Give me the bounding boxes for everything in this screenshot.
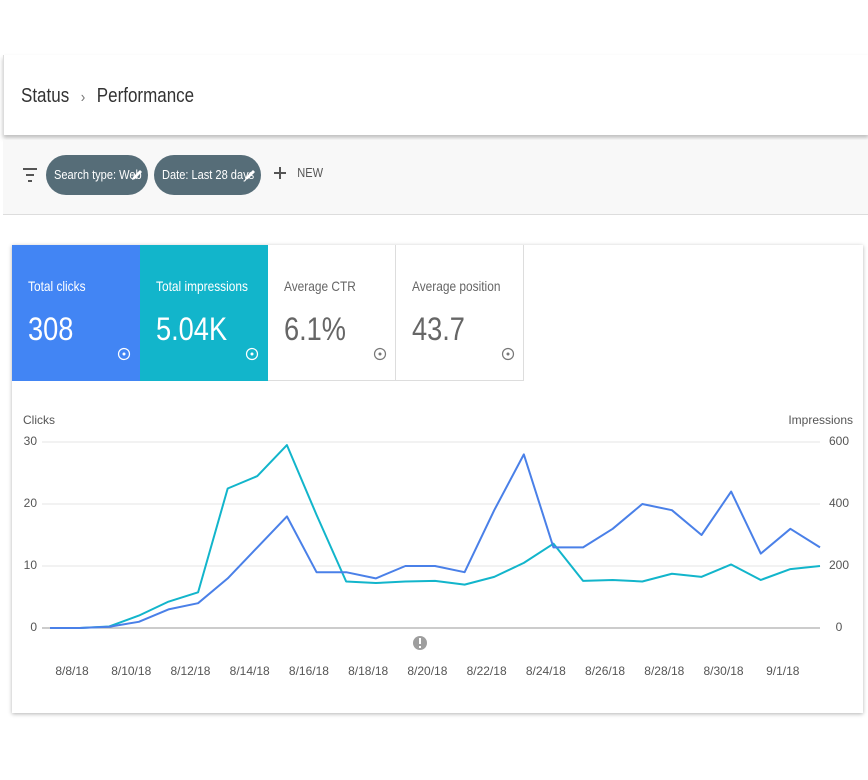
y2-axis-label: Impressions — [788, 413, 853, 427]
breadcrumb-link[interactable]: Status — [21, 85, 70, 107]
filter-chip[interactable]: Date: Last 28 days — [154, 155, 261, 195]
metric-tile[interactable]: Total clicks 308 — [12, 245, 140, 381]
filter-chip[interactable]: Search type: Web — [46, 155, 148, 195]
x-tick-label: 8/16/18 — [289, 664, 329, 678]
y-axis-label: Clicks — [23, 413, 55, 427]
help-icon[interactable] — [117, 347, 131, 361]
metric-value: 43.7 — [412, 311, 465, 347]
series-line — [50, 444, 821, 629]
annotation-glyph — [419, 646, 421, 648]
filter-bar: Search type: Web Date: Last 28 days NEW — [3, 140, 868, 215]
metric-value: 5.04K — [156, 311, 228, 347]
performance-card: Total clicks 308 Total impressions 5.04K… — [12, 245, 863, 713]
help-icon[interactable] — [245, 347, 259, 361]
metric-label: Average CTR — [284, 278, 356, 294]
metric-tile[interactable]: Average position 43.7 — [396, 245, 524, 381]
breadcrumb: Status › Performance — [21, 85, 194, 108]
help-icon[interactable] — [373, 347, 387, 361]
x-tick-label: 8/18/18 — [348, 664, 388, 678]
x-tick-label: 8/10/18 — [111, 664, 151, 678]
x-tick-label: 8/22/18 — [467, 664, 507, 678]
metric-label: Total impressions — [156, 278, 248, 294]
plus-icon — [274, 166, 286, 179]
x-tick-label: 8/24/18 — [526, 664, 566, 678]
y2-tick-label: 400 — [829, 496, 849, 510]
metric-label: Total clicks — [28, 278, 86, 294]
x-tick-label: 8/8/18 — [55, 664, 89, 678]
y2-tick-label: 0 — [836, 620, 843, 634]
metric-value: 308 — [28, 311, 74, 347]
new-filter-button[interactable]: NEW — [273, 164, 325, 184]
x-tick-label: 9/1/18 — [766, 664, 800, 678]
breadcrumb-current: Performance — [96, 85, 195, 107]
filter-icon[interactable] — [21, 166, 39, 184]
y2-tick-label: 600 — [829, 434, 849, 448]
y-tick-label: 0 — [30, 620, 37, 634]
annotation-glyph — [419, 638, 421, 644]
metric-value: 6.1% — [284, 311, 346, 347]
x-tick-label: 8/12/18 — [170, 664, 210, 678]
header: Status › Performance — [3, 55, 868, 135]
edit-icon[interactable] — [243, 168, 257, 182]
edit-icon[interactable] — [130, 168, 144, 182]
chart: Clicks Impressions 0 10 20 30 0 200 400 600 8/8/… — [23, 413, 853, 678]
metric-label: Average position — [412, 278, 501, 294]
y-tick-label: 30 — [24, 434, 38, 448]
y-tick-label: 20 — [24, 496, 38, 510]
y-tick-label: 10 — [24, 558, 38, 572]
help-icon[interactable] — [501, 347, 515, 361]
y2-tick-label: 200 — [829, 558, 849, 572]
metric-tile[interactable]: Average CTR 6.1% — [268, 245, 396, 381]
x-tick-label: 8/20/18 — [407, 664, 447, 678]
series-line — [50, 453, 821, 629]
x-tick-label: 8/14/18 — [230, 664, 270, 678]
x-tick-label: 8/28/18 — [644, 664, 684, 678]
x-tick-label: 8/26/18 — [585, 664, 625, 678]
breadcrumb-separator: › — [80, 89, 86, 106]
x-tick-label: 8/30/18 — [704, 664, 744, 678]
metric-tile[interactable]: Total impressions 5.04K — [140, 245, 268, 381]
